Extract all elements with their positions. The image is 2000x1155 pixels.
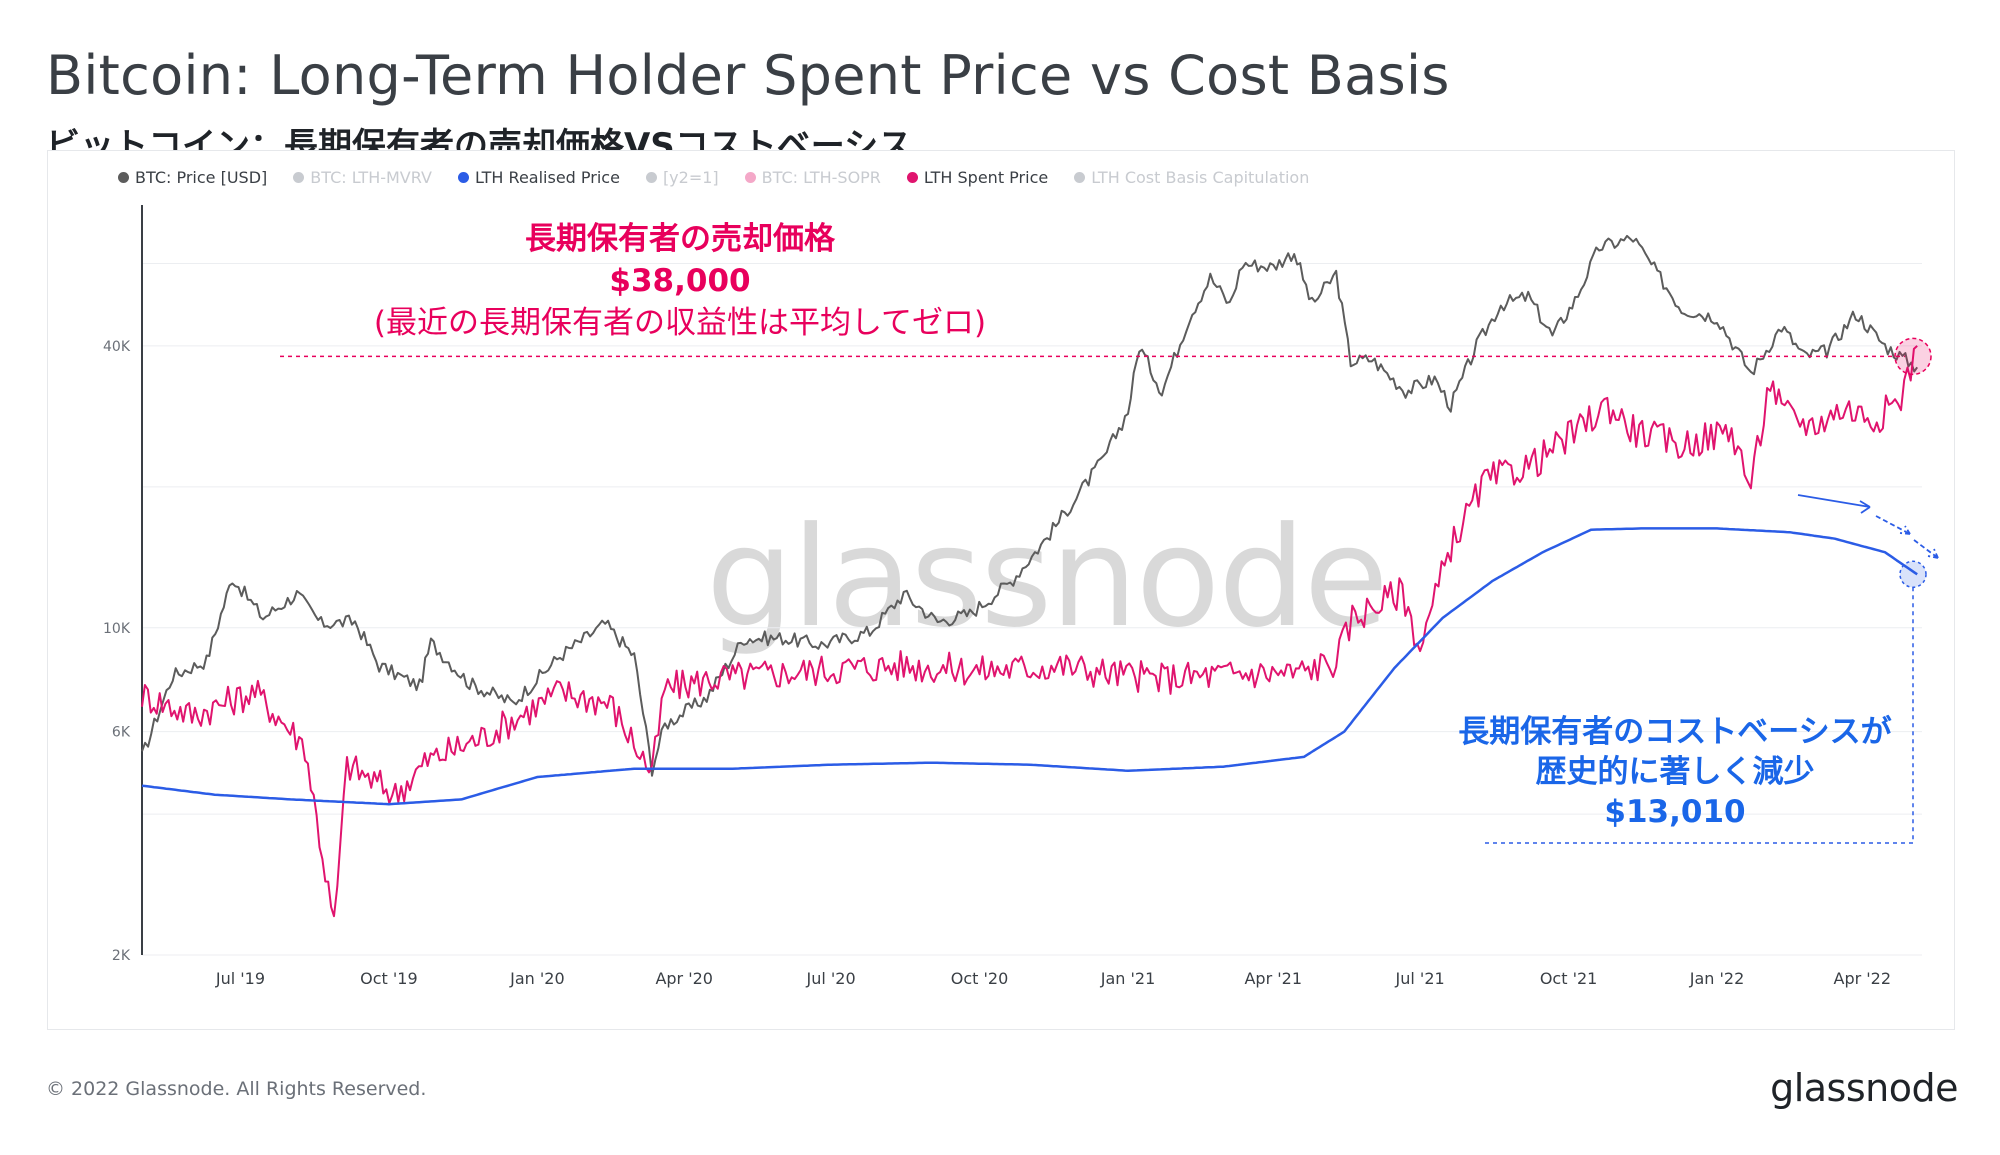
copyright-footer: © 2022 Glassnode. All Rights Reserved. <box>46 1078 427 1100</box>
x-tick-label: Oct '19 <box>360 969 418 988</box>
y-tick-label: 6K <box>112 725 131 741</box>
trend-arrow-icon <box>1875 515 1911 535</box>
x-tick-label: Jul '20 <box>806 969 856 988</box>
legend-item-4[interactable]: BTC: LTH-SOPR <box>744 166 881 188</box>
cost-basis-annotation: 長期保有者のコストベーシスが 歴史的に著しく減少 $13,010 <box>1458 712 1891 832</box>
legend-item-0[interactable]: BTC: Price [USD] <box>118 166 267 188</box>
legend-dot-icon <box>457 171 469 183</box>
legend-label: LTH Spent Price <box>923 167 1049 187</box>
legend-item-5[interactable]: LTH Spent Price <box>906 166 1049 188</box>
legend-dot-icon <box>906 171 918 183</box>
legend-dot-icon <box>1074 171 1086 183</box>
legend-dot-icon <box>293 171 305 183</box>
x-tick-label: Jul '21 <box>1395 969 1445 988</box>
x-tick-label: Jul '19 <box>215 969 265 988</box>
spent-price-annotation: 長期保有者の売却価格 $38,000 (最近の長期保有者の収益性は平均してゼロ) <box>374 218 986 344</box>
x-tick-label: Apr '21 <box>1244 969 1302 988</box>
legend-dot-icon <box>744 171 756 183</box>
glassnode-logo[interactable]: glassnode <box>1770 1066 1958 1110</box>
legend-item-1[interactable]: BTC: LTH-MVRV <box>293 166 432 188</box>
legend-item-3[interactable]: [y2=1] <box>645 166 719 188</box>
y-tick-label: 10K <box>103 621 131 637</box>
legend-label: BTC: Price [USD] <box>135 167 268 187</box>
y-tick-label: 40K <box>103 339 131 355</box>
legend-label: BTC: LTH-SOPR <box>761 167 881 187</box>
cost-annotation-line3: $13,010 <box>1604 794 1746 830</box>
spent-annotation-line1: 長期保有者の売却価格 <box>524 221 835 257</box>
legend-dot-icon <box>645 171 657 183</box>
series-line-1 <box>141 345 1918 918</box>
legend-label: [y2=1] <box>662 167 719 187</box>
x-tick-label: Jan '20 <box>509 969 565 988</box>
cost-annotation-line2: 歴史的に著しく減少 <box>1535 754 1815 790</box>
chart-title: Bitcoin: Long-Term Holder Spent Price vs… <box>46 44 1450 107</box>
watermark: glassnode <box>706 497 1389 658</box>
x-tick-label: Jan '21 <box>1100 969 1156 988</box>
legend-label: LTH Cost Basis Capitulation <box>1091 167 1310 187</box>
x-tick-label: Apr '20 <box>655 969 713 988</box>
x-tick-label: Jan '22 <box>1689 969 1745 988</box>
series-line-0 <box>141 234 1919 777</box>
legend-label: BTC: LTH-MVRV <box>310 167 432 187</box>
cost-annotation-line1: 長期保有者のコストベーシスが <box>1458 714 1892 750</box>
legend-dot-icon <box>118 171 129 183</box>
x-tick-label: Oct '21 <box>1540 969 1598 988</box>
spent-annotation-line2: $38,000 <box>609 263 751 299</box>
spent-annotation-line3: (最近の長期保有者の収益性は平均してゼロ) <box>373 305 987 341</box>
series-line-2 <box>141 527 1918 806</box>
x-tick-label: Apr '22 <box>1834 969 1892 988</box>
trend-arrow-icon <box>1913 539 1939 559</box>
trend-arrow-icon <box>1797 494 1871 514</box>
x-tick-label: Oct '20 <box>951 969 1009 988</box>
chart-panel <box>47 150 1955 1030</box>
cost-basis-marker <box>1899 560 1927 589</box>
y-tick-label: 2K <box>112 948 131 964</box>
chart-legend: BTC: Price [USD] BTC: LTH-MVRV LTH Realise… <box>118 166 1309 188</box>
legend-item-6[interactable]: LTH Cost Basis Capitulation <box>1074 166 1309 188</box>
spent-price-marker <box>1894 337 1932 376</box>
legend-label: LTH Realised Price <box>474 167 620 187</box>
legend-item-2[interactable]: LTH Realised Price <box>457 166 620 188</box>
